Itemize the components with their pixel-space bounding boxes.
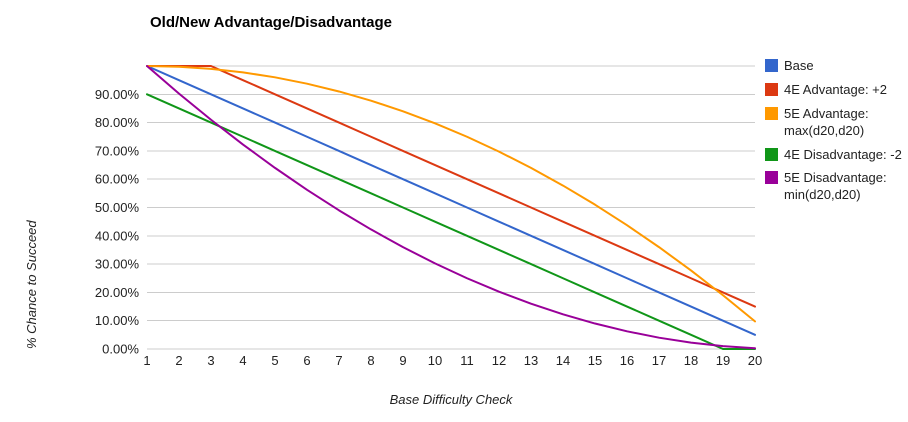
y-tick-label: 60.00% — [95, 172, 140, 187]
x-tick-label: 5 — [271, 353, 278, 368]
legend-label: 5E Disadvantage: min(d20,d20) — [784, 170, 887, 203]
legend-swatch — [765, 59, 778, 72]
legend-label: 4E Disadvantage: -2 — [784, 146, 902, 162]
legend-item: 4E Disadvantage: -2 — [765, 147, 903, 164]
chart-legend: Base 4E Advantage: +2 5E Advantage: max(d2… — [765, 58, 903, 211]
x-tick-label: 2 — [175, 353, 182, 368]
x-tick-label: 10 — [428, 353, 442, 368]
chart-title: Old/New Advantage/Disadvantage — [150, 14, 393, 31]
series-line — [146, 65, 756, 323]
series-line — [146, 65, 756, 308]
x-tick-label: 8 — [367, 353, 374, 368]
x-tick-label: 18 — [684, 353, 698, 368]
legend-item: 5E Advantage: max(d20,d20) — [765, 106, 903, 140]
y-tick-label: 40.00% — [95, 228, 140, 243]
y-tick-label: 30.00% — [95, 257, 140, 272]
x-tick-label: 4 — [239, 353, 246, 368]
y-tick-label: 90.00% — [95, 87, 140, 102]
legend-swatch — [765, 147, 778, 161]
x-axis-title: Base Difficulty Check — [389, 392, 513, 407]
series-line — [146, 65, 756, 350]
y-tick-label: 0.00% — [102, 342, 139, 357]
legend-label: Base — [784, 58, 814, 73]
x-tick-label: 3 — [207, 353, 214, 368]
x-tick-label: 11 — [460, 353, 474, 368]
y-tick-label: 70.00% — [95, 143, 140, 158]
x-tick-label: 14 — [556, 353, 570, 368]
series-line — [146, 93, 756, 350]
legend-swatch — [765, 106, 778, 120]
legend-item: 4E Advantage: +2 — [765, 82, 903, 99]
x-tick-label: 20 — [748, 353, 762, 368]
x-tick-label: 19 — [716, 353, 730, 368]
x-tick-label: 12 — [492, 353, 506, 368]
legend-item: 5E Disadvantage: min(d20,d20) — [765, 170, 903, 204]
legend-swatch — [765, 171, 778, 185]
x-tick-label: 17 — [652, 353, 666, 368]
y-tick-label: 50.00% — [95, 200, 140, 215]
x-tick-label: 13 — [524, 353, 538, 368]
x-tick-label: 6 — [303, 353, 310, 368]
x-tick-label: 9 — [399, 353, 406, 368]
legend-swatch — [765, 82, 778, 96]
y-tick-label: 80.00% — [95, 115, 140, 130]
y-tick-label: 20.00% — [95, 285, 140, 300]
y-tick-label: 10.00% — [95, 313, 140, 328]
x-tick-label: 16 — [620, 353, 634, 368]
series-line — [146, 65, 756, 336]
legend-label: 5E Advantage: max(d20,d20) — [784, 105, 869, 138]
x-tick-label: 7 — [335, 353, 342, 368]
legend-label: 4E Advantage: +2 — [784, 81, 888, 97]
legend-item: Base — [765, 58, 903, 75]
x-tick-label: 1 — [143, 353, 150, 368]
x-tick-label: 15 — [588, 353, 602, 368]
